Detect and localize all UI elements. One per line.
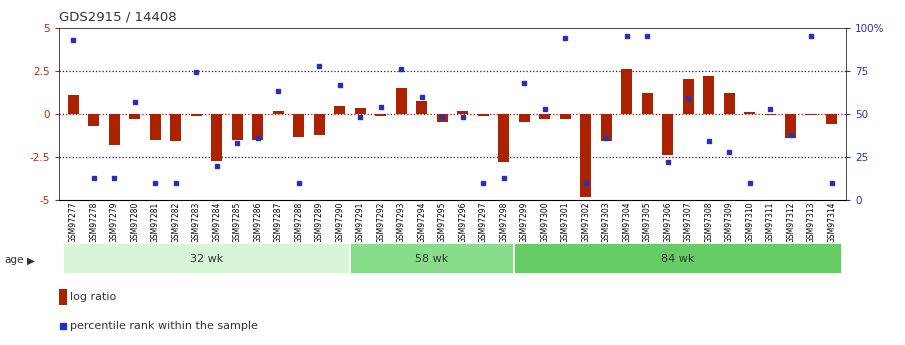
Bar bbox=[662, 114, 673, 155]
Bar bbox=[355, 108, 366, 114]
Bar bbox=[703, 76, 714, 114]
Bar bbox=[826, 114, 837, 124]
Bar bbox=[170, 114, 181, 141]
Bar bbox=[59, 289, 67, 305]
Text: ▶: ▶ bbox=[27, 256, 35, 265]
Bar bbox=[350, 243, 514, 274]
Bar bbox=[765, 114, 776, 115]
Bar bbox=[498, 114, 510, 162]
Text: GDS2915 / 14408: GDS2915 / 14408 bbox=[59, 10, 176, 23]
Bar bbox=[805, 114, 817, 115]
Bar bbox=[272, 111, 284, 114]
Bar bbox=[539, 114, 550, 119]
Bar bbox=[642, 93, 653, 114]
Bar bbox=[514, 243, 842, 274]
Bar bbox=[601, 114, 612, 141]
Bar bbox=[211, 114, 223, 161]
Bar bbox=[232, 114, 243, 140]
Bar bbox=[559, 114, 571, 119]
Bar bbox=[786, 114, 796, 138]
Text: log ratio: log ratio bbox=[71, 292, 117, 302]
Bar bbox=[519, 114, 530, 122]
Bar bbox=[682, 79, 694, 114]
Text: age: age bbox=[5, 256, 24, 265]
Bar bbox=[149, 114, 161, 140]
Bar bbox=[191, 114, 202, 117]
Bar bbox=[293, 114, 304, 137]
Bar bbox=[334, 106, 346, 114]
Bar bbox=[416, 101, 427, 114]
Bar bbox=[478, 114, 489, 116]
Bar bbox=[252, 114, 263, 140]
Text: 32 wk: 32 wk bbox=[190, 254, 223, 264]
Bar bbox=[580, 114, 591, 197]
Bar bbox=[88, 114, 100, 126]
Bar bbox=[436, 114, 448, 122]
Text: 58 wk: 58 wk bbox=[415, 254, 449, 264]
Text: 84 wk: 84 wk bbox=[662, 254, 695, 264]
Bar bbox=[744, 112, 756, 114]
Bar bbox=[68, 95, 79, 114]
Bar bbox=[395, 88, 407, 114]
Text: percentile rank within the sample: percentile rank within the sample bbox=[71, 322, 258, 331]
Bar bbox=[129, 114, 140, 119]
Bar bbox=[724, 93, 735, 114]
Bar bbox=[109, 114, 119, 145]
Bar bbox=[63, 243, 350, 274]
Bar bbox=[621, 69, 633, 114]
Bar bbox=[375, 114, 386, 116]
Bar bbox=[314, 114, 325, 136]
Bar bbox=[457, 111, 469, 114]
